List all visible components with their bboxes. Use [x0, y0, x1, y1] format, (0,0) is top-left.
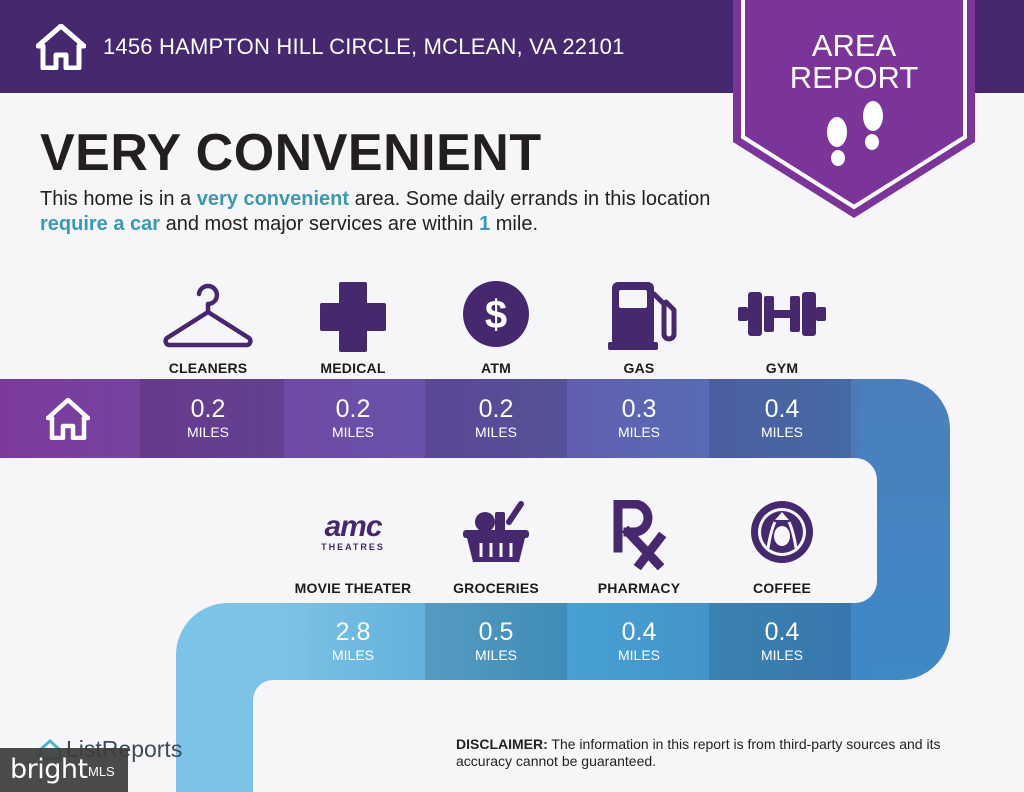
- amenity-label: ATM: [481, 360, 511, 376]
- intro-text: This home is in a: [40, 188, 197, 210]
- intro-highlight: require a car: [40, 213, 161, 235]
- distance-unit: MILES: [474, 424, 517, 440]
- distance-value: 0.2: [335, 395, 371, 423]
- distance-value: 2.8: [335, 618, 371, 646]
- intro-highlight: very convenient: [196, 188, 350, 210]
- distance-unit: MILES: [617, 424, 660, 440]
- starbucks-logo: [751, 501, 813, 563]
- house-icon: [36, 24, 86, 70]
- bright-mls-watermark: bright MLS: [0, 748, 128, 792]
- amenity-groceries: GROCERIES: [425, 500, 567, 596]
- distance-unit: MILES: [186, 424, 229, 440]
- watermark-text: bright: [10, 754, 88, 785]
- medical-cross-icon: [320, 282, 386, 352]
- distance-unit: MILES: [331, 647, 374, 663]
- distance-unit: MILES: [617, 647, 660, 663]
- amenity-label: MEDICAL: [320, 360, 386, 376]
- distance-unit: MILES: [760, 424, 803, 440]
- amenity-label: MOVIE THEATER: [294, 580, 412, 596]
- distance-coffee: 0.4 MILES: [711, 603, 853, 680]
- distance-unit: MILES: [760, 647, 803, 663]
- distance-atm: 0.2 MILES: [425, 380, 567, 457]
- disclaimer-text: The information in this report is from t…: [456, 736, 941, 769]
- gas-pump-icon: [608, 282, 677, 350]
- distance-gas: 0.3 MILES: [568, 380, 710, 457]
- amenity-label: GROCERIES: [453, 580, 539, 596]
- distance-unit: MILES: [331, 424, 374, 440]
- disclaimer: DISCLAIMER: The information in this repo…: [456, 736, 996, 770]
- amenity-pharmacy: PHARMACY: [568, 500, 710, 596]
- amenity-gas: GAS: [568, 280, 710, 376]
- amenity-label: CLEANERS: [168, 360, 248, 376]
- hanger-icon: [163, 283, 253, 348]
- intro-text: mile.: [490, 213, 539, 235]
- page-title: VERY CONVENIENT: [40, 124, 542, 182]
- distance-groceries: 0.5 MILES: [425, 603, 567, 680]
- area-report-badge: [733, 0, 975, 218]
- watermark-subtext: MLS: [88, 764, 115, 779]
- badge-line-1: AREA: [811, 28, 897, 63]
- badge-line-2: REPORT: [789, 60, 919, 95]
- rx-icon: [613, 500, 667, 571]
- distance-gym: 0.4 MILES: [711, 380, 853, 457]
- amenity-atm: $ ATM: [425, 280, 567, 376]
- amc-logo-text: amc: [324, 510, 382, 543]
- amenity-medical: MEDICAL: [282, 280, 424, 376]
- amenity-label: COFFEE: [753, 580, 811, 596]
- amenity-movie-theater: amc THEATRES MOVIE THEATER: [282, 500, 424, 596]
- amc-logo-subtext: THEATRES: [321, 542, 385, 552]
- home-marker-icon: [46, 398, 90, 440]
- intro-text: area. Some daily errands in this locatio…: [349, 188, 711, 210]
- amc-theatres-logo: amc THEATRES: [321, 510, 385, 552]
- amenity-cleaners: CLEANERS: [137, 280, 279, 376]
- amenity-label: GAS: [623, 360, 655, 376]
- svg-text:$: $: [485, 293, 507, 337]
- intro-text: and most major services are within: [160, 213, 480, 235]
- distance-unit: MILES: [474, 647, 517, 663]
- intro-paragraph: This home is in a very convenient area. …: [40, 187, 740, 237]
- dollar-coin-icon: $: [463, 281, 529, 347]
- dumbbell-icon: [738, 292, 826, 336]
- amenity-coffee: COFFEE: [711, 500, 853, 596]
- grocery-basket-icon: [463, 501, 529, 562]
- distance-movie-theater: 2.8 MILES: [282, 603, 424, 680]
- distance-value: 0.3: [621, 395, 657, 423]
- amenity-gym: GYM: [711, 280, 853, 376]
- distance-cleaners: 0.2 MILES: [137, 380, 279, 457]
- property-address: 1456 HAMPTON HILL CIRCLE, MCLEAN, VA 221…: [103, 34, 625, 59]
- distance-value: 0.5: [478, 618, 514, 646]
- distance-value: 0.4: [764, 395, 800, 423]
- badge-title: AREA REPORT: [733, 30, 975, 94]
- distance-medical: 0.2 MILES: [282, 380, 424, 457]
- distance-value: 0.4: [621, 618, 657, 646]
- amenity-label: GYM: [765, 360, 799, 376]
- amenity-label: PHARMACY: [597, 580, 681, 596]
- distance-value: 0.2: [478, 395, 514, 423]
- distance-value: 0.2: [190, 395, 226, 423]
- footprints-icon: [827, 101, 883, 166]
- intro-highlight: 1: [479, 213, 491, 235]
- disclaimer-label: DISCLAIMER:: [456, 736, 548, 752]
- distance-pharmacy: 0.4 MILES: [568, 603, 710, 680]
- distance-value: 0.4: [764, 618, 800, 646]
